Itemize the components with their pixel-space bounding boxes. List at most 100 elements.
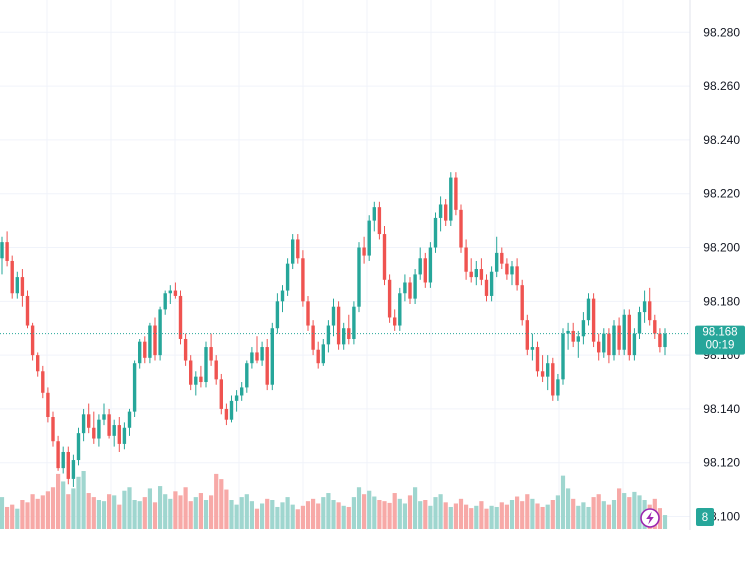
volume-bar-105 xyxy=(535,503,540,529)
candle-124 xyxy=(632,328,637,361)
candle-95 xyxy=(484,274,489,302)
candle-14 xyxy=(71,454,76,487)
volume-bar-25 xyxy=(127,487,132,529)
y-tick-label-4: 98.180 xyxy=(703,294,740,308)
candle-body-62 xyxy=(316,349,320,364)
candle-body-1 xyxy=(5,242,9,261)
candle-21 xyxy=(107,408,111,439)
candle-body-102 xyxy=(520,285,524,321)
candle-9 xyxy=(46,387,50,423)
volume-bar-123 xyxy=(627,497,632,529)
volume-bar-119 xyxy=(606,504,611,529)
candle-body-6 xyxy=(30,325,35,356)
candle-body-125 xyxy=(637,312,642,334)
candle-body-34 xyxy=(173,290,178,296)
volume-bar-2 xyxy=(10,504,15,529)
volume-bar-57 xyxy=(290,504,295,529)
volume-bar-88 xyxy=(448,506,453,529)
volume-bar-36 xyxy=(183,487,188,529)
volume-bar-38 xyxy=(193,497,198,529)
candle-97 xyxy=(495,236,499,278)
volume-bar-121 xyxy=(617,488,622,529)
volume-bar-42 xyxy=(214,473,219,529)
candle-34 xyxy=(173,282,178,299)
candle-body-94 xyxy=(479,269,484,280)
volume-bar-91 xyxy=(464,504,469,529)
candle-57 xyxy=(291,234,295,270)
candle-body-19 xyxy=(97,419,101,439)
candle-24 xyxy=(122,422,127,450)
volume-bar-95 xyxy=(484,508,489,529)
candle-36 xyxy=(183,333,188,366)
candle-50 xyxy=(255,336,259,364)
candle-body-118 xyxy=(602,333,606,353)
candle-82 xyxy=(418,247,422,280)
candle-55 xyxy=(280,285,285,313)
candle-87 xyxy=(444,199,448,226)
volume-bar-68 xyxy=(346,506,351,529)
volume-bar-62 xyxy=(316,503,321,529)
candle-body-53 xyxy=(270,328,274,385)
candle-66 xyxy=(336,301,341,350)
candle-body-12 xyxy=(61,451,65,469)
volume-bar-106 xyxy=(540,506,545,529)
volume-bar-41 xyxy=(209,495,214,529)
volume-bar-100 xyxy=(509,500,515,529)
volume-bar-98 xyxy=(499,502,504,529)
candle-46 xyxy=(234,390,239,412)
volume-bar-104 xyxy=(530,498,535,529)
candle-body-17 xyxy=(87,414,91,428)
volume-bar-63 xyxy=(321,497,326,529)
volume-bar-51 xyxy=(260,503,265,529)
lightning-icon[interactable] xyxy=(640,508,660,528)
candle-body-124 xyxy=(632,333,637,356)
volume-bar-33 xyxy=(168,498,173,529)
volume-bar-30 xyxy=(152,502,158,529)
candle-body-0 xyxy=(0,242,4,259)
volume-bar-23 xyxy=(117,504,122,529)
candle-86 xyxy=(438,196,443,232)
volume-bar-1 xyxy=(5,506,10,529)
candle-body-82 xyxy=(418,258,422,275)
candle-8 xyxy=(41,365,45,399)
candle-43 xyxy=(219,373,223,415)
candle-74 xyxy=(377,201,382,240)
volume-bar-129 xyxy=(657,508,662,529)
volume-bar-24 xyxy=(122,490,127,529)
price-axis[interactable] xyxy=(690,0,750,570)
candle-70 xyxy=(357,242,361,313)
volume-bar-35 xyxy=(178,495,183,529)
volume-bar-11 xyxy=(56,473,61,529)
candle-body-93 xyxy=(474,269,478,278)
volume-bar-122 xyxy=(622,493,627,529)
candle-80 xyxy=(408,277,412,305)
candle-88 xyxy=(449,172,453,226)
candle-body-126 xyxy=(642,301,647,313)
candle-25 xyxy=(127,408,132,436)
volume-bar-102 xyxy=(520,501,525,529)
volume-bar-130 xyxy=(662,515,668,529)
y-axis-ticks: 98.10098.12098.14098.16098.18098.20098.2… xyxy=(703,25,740,523)
volume-bar-55 xyxy=(280,502,285,529)
volume-bar-9 xyxy=(45,491,50,529)
candle-body-52 xyxy=(265,347,269,385)
candle-body-71 xyxy=(362,247,366,256)
candle-5 xyxy=(25,290,30,329)
volume-bar-124 xyxy=(632,491,637,529)
candle-11 xyxy=(56,435,60,471)
candle-96 xyxy=(489,266,494,302)
volume-bar-44 xyxy=(224,489,229,529)
volume-bar-14 xyxy=(71,488,76,529)
candle-body-8 xyxy=(41,371,45,393)
candle-64 xyxy=(326,320,331,353)
candle-body-128 xyxy=(653,320,657,334)
candle-83 xyxy=(423,252,427,288)
grid xyxy=(0,0,690,530)
candle-body-24 xyxy=(122,427,127,444)
candle-40 xyxy=(204,341,208,388)
candle-body-81 xyxy=(413,274,417,299)
volume-bar-101 xyxy=(515,496,520,529)
candle-body-89 xyxy=(454,177,458,210)
